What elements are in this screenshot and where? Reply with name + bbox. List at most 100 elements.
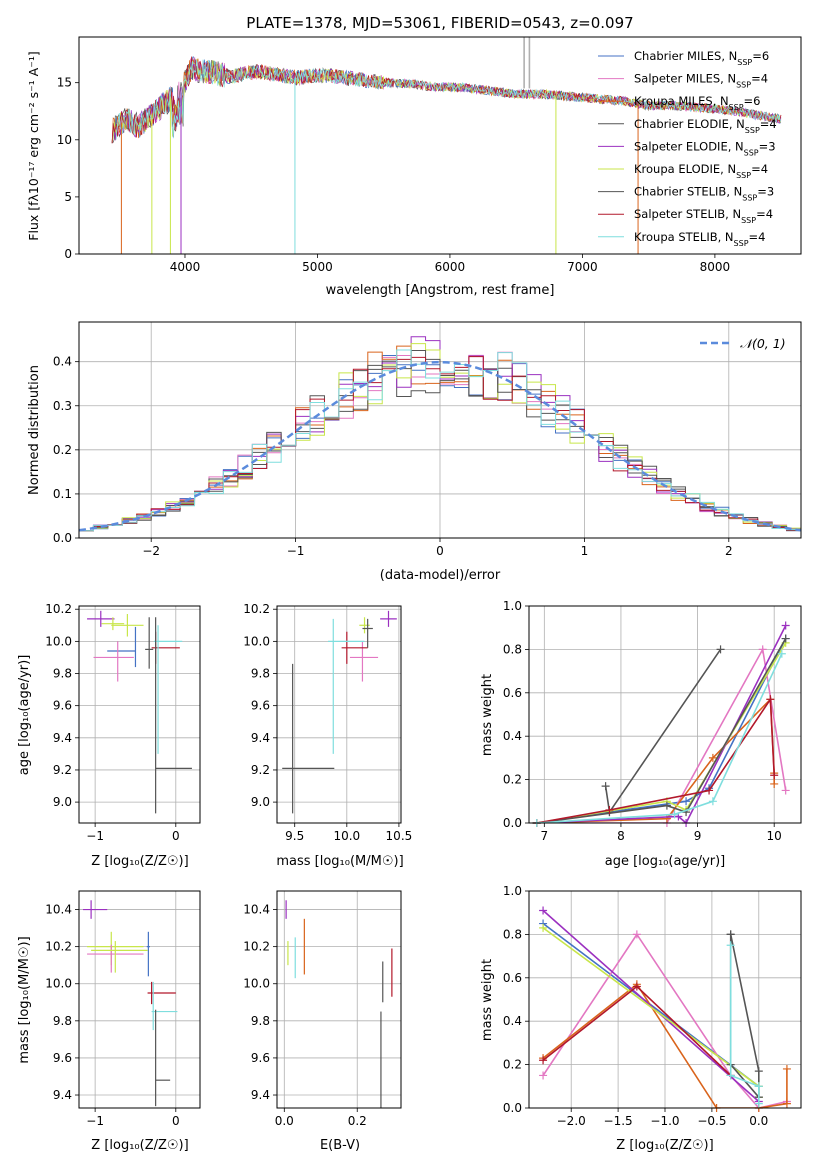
mw-z-xlabel: Z [log₁₀(Z/Z☉)] — [616, 1138, 713, 1153]
y-tick-label: 9.8 — [53, 667, 72, 681]
histogram-series-line — [79, 349, 801, 532]
x-tick-label: −1 — [86, 1114, 104, 1128]
y-tick-label: 10.0 — [45, 977, 72, 991]
y-tick-label: 0.2 — [503, 773, 522, 787]
x-tick-label: 0 — [436, 544, 444, 558]
y-tick-label: 10.2 — [45, 602, 72, 616]
x-tick-label: −2.0 — [557, 1114, 586, 1128]
x-tick-label: 8 — [617, 829, 625, 843]
y-tick-label: 9.8 — [251, 667, 270, 681]
x-tick-label: −0.5 — [697, 1114, 726, 1128]
massweight-marker — [632, 930, 641, 939]
massweight-marker — [726, 1071, 735, 1080]
y-tick-label: 10.2 — [45, 940, 72, 954]
y-tick-label: 9.6 — [53, 699, 72, 713]
spectrum-panel: wavelength [Angstrom, rest frame] Flux [… — [26, 36, 802, 298]
y-tick-label: 10.2 — [243, 940, 270, 954]
y-tick-label: 9.4 — [53, 731, 72, 745]
y-tick-label: 0.6 — [503, 686, 522, 700]
x-tick-label: 0 — [172, 1114, 180, 1128]
x-tick-label: 0.0 — [275, 1114, 294, 1128]
massweight-vs-age-panel: age [log₁₀(age/yr)] mass weight 7 8 9 10 0.0… — [480, 599, 802, 869]
massweight-series-line — [542, 983, 788, 1108]
massweight-marker — [601, 782, 610, 791]
y-tick-label: 0.4 — [503, 1014, 522, 1028]
age-vs-mass-panel: mass [log₁₀(M/M☉)] 9.5 10.0 10.5 9.0 9.2 9.4 9… — [243, 602, 412, 869]
y-tick-label: 9.8 — [53, 1014, 72, 1028]
x-tick-label: 10 — [767, 829, 782, 843]
massweight-marker — [539, 906, 548, 915]
massweight-series-line — [729, 945, 760, 1104]
y-tick-label: 0.1 — [53, 487, 72, 501]
age-vs-metallicity-panel: Z [log₁₀(Z/Z☉)] age [log₁₀(age/yr)] −1 0 9… — [17, 602, 201, 869]
massweight-marker — [539, 1056, 548, 1065]
y-tick-label: 10.0 — [243, 634, 270, 648]
x-tick-label: 1 — [581, 544, 589, 558]
massweight-marker — [726, 941, 735, 950]
axes-frame — [78, 890, 201, 1109]
y-tick-label: 0.0 — [503, 1101, 522, 1115]
y-tick-label: 0.4 — [503, 729, 522, 743]
mass-vs-metallicity-panel: Z [log₁₀(Z/Z☉)] mass [log₁₀(M/M☉)] −1 0 9.… — [17, 890, 201, 1153]
axes-frame — [276, 890, 402, 1109]
x-tick-label: 7 — [541, 829, 549, 843]
massweight-marker — [605, 805, 614, 814]
y-tick-label: 1.0 — [503, 884, 522, 898]
axes-frame — [78, 36, 802, 255]
massweight-marker — [705, 786, 714, 795]
normal-reference-curve — [78, 360, 802, 532]
mass-z-xlabel: Z [log₁₀(Z/Z☉)] — [91, 1138, 188, 1153]
residual-xlabel: (data-model)/error — [380, 568, 501, 583]
spectrum-series-line — [111, 60, 782, 144]
massweight-marker — [781, 786, 790, 795]
massweight-marker — [754, 1099, 763, 1108]
legend-label: Kroupa STELIB, NSSP=4 — [634, 230, 765, 248]
spectrum-xlabel: wavelength [Angstrom, rest frame] — [326, 283, 555, 298]
massweight-marker — [766, 695, 775, 704]
massweight-marker — [781, 621, 790, 630]
x-tick-label: 9.5 — [285, 829, 304, 843]
legend-label: 𝒩(0, 1) — [740, 336, 786, 351]
legend-label: Chabrier STELIB, NSSP=3 — [634, 185, 774, 203]
y-tick-label: 9.6 — [251, 699, 270, 713]
spectrum-series-line — [115, 59, 781, 140]
axes-frame — [276, 605, 402, 824]
axes-frame — [78, 321, 802, 539]
figure-title: PLATE=1378, MJD=53061, FIBERID=0543, z=0… — [246, 14, 633, 32]
x-tick-label: −1.5 — [604, 1114, 633, 1128]
y-tick-label: 9.2 — [251, 763, 270, 777]
massweight-marker — [782, 1064, 791, 1073]
massweight-marker — [716, 645, 725, 654]
legend-label: Salpeter MILES, NSSP=4 — [634, 72, 768, 90]
x-tick-label: 0.2 — [348, 1114, 367, 1128]
x-tick-label: −1 — [86, 829, 104, 843]
y-tick-label: 0.6 — [503, 971, 522, 985]
massweight-marker — [539, 923, 548, 932]
x-tick-label: 4000 — [170, 260, 201, 274]
y-tick-label: 9.6 — [251, 1051, 270, 1065]
y-tick-label: 9.4 — [251, 1088, 270, 1102]
x-tick-label: −1 — [287, 544, 305, 558]
mass-z-ylabel: mass [log₁₀(M/M☉)] — [17, 936, 32, 1063]
x-tick-label: 10.5 — [386, 829, 413, 843]
massweight-marker — [781, 634, 790, 643]
massweight-marker — [662, 801, 671, 810]
massweight-marker — [708, 797, 717, 806]
y-tick-label: 0.2 — [503, 1058, 522, 1072]
mass-vs-ebv-panel: E(B-V) 0.0 0.2 9.4 9.6 9.8 10.0 10.2 10.4 — [243, 890, 402, 1153]
y-tick-label: 10.2 — [243, 602, 270, 616]
y-tick-label: 9.8 — [251, 1014, 270, 1028]
x-tick-label: 2 — [725, 544, 733, 558]
y-tick-label: 15 — [57, 76, 72, 90]
axes-frame — [528, 605, 802, 824]
massweight-marker — [670, 810, 679, 819]
x-tick-label: 7000 — [567, 260, 598, 274]
spectrum-ylabel: Flux [fλ10⁻¹⁷ erg cm⁻² s⁻¹ A⁻¹] — [26, 51, 41, 240]
y-tick-label: 1.0 — [503, 599, 522, 613]
massweight-marker — [682, 797, 691, 806]
legend-label: Chabrier ELODIE, NSSP=4 — [634, 117, 777, 135]
x-tick-label: 10.0 — [333, 829, 360, 843]
y-tick-label: 9.4 — [53, 1088, 72, 1102]
age-z-ylabel: age [log₁₀(age/yr)] — [17, 655, 32, 776]
y-tick-label: 0 — [64, 247, 72, 261]
